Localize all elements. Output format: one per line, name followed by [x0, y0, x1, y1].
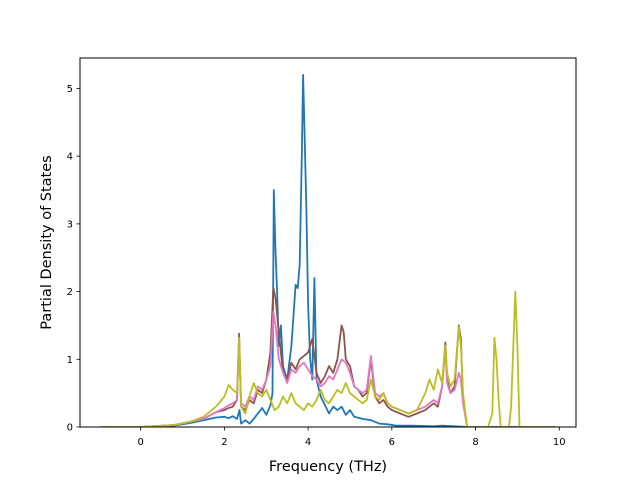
x-tick-label: 10	[553, 437, 566, 448]
y-tick-label: 0	[67, 423, 73, 434]
series-line-1	[100, 74, 556, 427]
x-tick-label: 6	[389, 437, 395, 448]
x-tick-label: 8	[472, 437, 478, 448]
y-tick-label: 4	[67, 152, 73, 163]
y-tick-label: 1	[67, 355, 73, 366]
y-tick-label: 3	[67, 219, 73, 230]
x-tick-label: 4	[305, 437, 311, 448]
plot-frame	[79, 57, 577, 428]
x-axis-label: Frequency (THz)	[269, 459, 387, 475]
y-tick-label: 2	[67, 287, 73, 298]
x-axis: 0 2 4 6 8 10	[138, 427, 566, 448]
series-line-4	[100, 290, 556, 427]
x-tick-label: 2	[221, 437, 227, 448]
y-tick-label: 5	[67, 84, 73, 95]
series-layer	[100, 74, 556, 427]
y-axis: 0 1 2 3 4 5	[67, 84, 80, 434]
y-axis-label: Partial Density of States	[39, 155, 55, 329]
series-line-2	[100, 286, 556, 427]
x-tick-label: 0	[138, 437, 144, 448]
